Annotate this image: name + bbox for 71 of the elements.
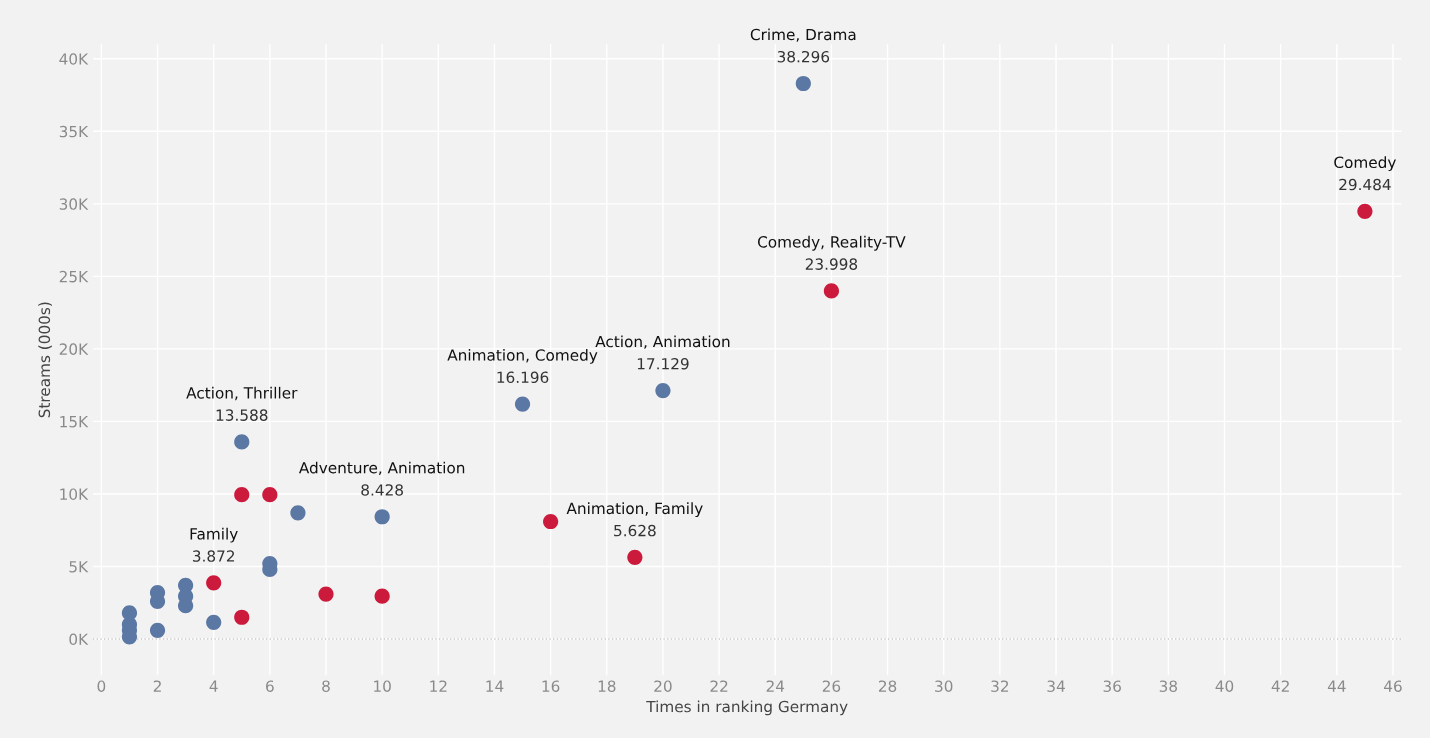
x-tick-label: 40 [1215, 680, 1234, 692]
point [206, 575, 222, 591]
x-tick-label: 14 [486, 680, 504, 692]
x-tick-label: 46 [1384, 680, 1402, 692]
y-tick-label: 5K [69, 561, 89, 573]
y-tick-label: 40K [59, 53, 89, 65]
x-tick-label: 38 [1159, 680, 1178, 692]
y-tick-label: 10K [60, 488, 89, 500]
point [1357, 203, 1373, 219]
x-tick-label: 42 [1271, 680, 1289, 692]
point [627, 549, 643, 565]
x-tick-label: 16 [542, 680, 560, 692]
point [514, 396, 531, 412]
point [823, 283, 840, 299]
x-tick-label: 24 [766, 680, 785, 692]
point [795, 75, 811, 92]
data-label: 29.484 [1339, 178, 1391, 191]
x-tick-label: 34 [1047, 680, 1065, 692]
point [290, 505, 306, 521]
point [262, 487, 278, 503]
data-label: 23.998 [805, 258, 858, 270]
x-tick-label: 8 [322, 680, 330, 692]
point [374, 588, 390, 604]
x-tick-label: 26 [822, 680, 841, 692]
y-tick-label: 20K [59, 343, 89, 355]
annotation: Animation, Comedy [447, 349, 598, 364]
x-tick-label: 30 [935, 680, 953, 692]
point [234, 434, 250, 450]
x-tick-label: 0 [97, 680, 106, 692]
annotation: Family [190, 527, 238, 543]
x-tick-label: 32 [991, 680, 1009, 692]
x-tick-label: 36 [1103, 680, 1121, 692]
x-tick-label: 28 [878, 680, 897, 692]
data-label: 16.196 [497, 371, 549, 384]
point [206, 614, 222, 630]
x-tick-label: 22 [710, 680, 728, 692]
annotation: Adventure, Animation [298, 461, 465, 476]
x-tick-label: 18 [598, 680, 616, 692]
x-axis-title: Times in ranking Germany [646, 700, 848, 716]
annotation: Crime, Drama [750, 28, 856, 42]
x-tick-label: 2 [153, 680, 161, 692]
point [318, 586, 334, 602]
y-axis-title: Streams (000s) [38, 302, 52, 418]
data-label: 8.428 [361, 484, 403, 496]
point [234, 487, 250, 503]
data-label: 13.588 [216, 409, 268, 421]
annotation: Animation, Family [566, 502, 703, 518]
annotation: Comedy, Reality-TV [757, 235, 906, 251]
y-tick-label: 30K [59, 198, 89, 210]
data-label: 3.872 [192, 550, 235, 562]
data-label: 38.296 [777, 50, 830, 63]
point [149, 622, 166, 638]
data-label: 17.129 [637, 357, 689, 370]
point [234, 609, 250, 625]
y-tick-label: 35K [59, 125, 89, 138]
y-tick-label: 15K [60, 416, 89, 428]
x-tick-label: 44 [1327, 680, 1346, 692]
annotation: Comedy [1334, 156, 1396, 172]
y-tick-label: 25K [59, 270, 89, 283]
annotation: Action, Animation [595, 335, 730, 349]
point [655, 382, 671, 399]
x-tick-label: 12 [430, 680, 447, 692]
point [374, 509, 390, 525]
x-tick-label: 10 [374, 680, 391, 692]
point [543, 513, 559, 530]
x-tick-label: 6 [266, 680, 274, 692]
y-tick-label: 0K [69, 633, 89, 646]
annotation: Action, Thriller [186, 386, 298, 401]
x-tick-label: 20 [654, 680, 672, 692]
x-tick-label: 4 [209, 680, 218, 692]
data-label: 5.628 [614, 524, 656, 537]
